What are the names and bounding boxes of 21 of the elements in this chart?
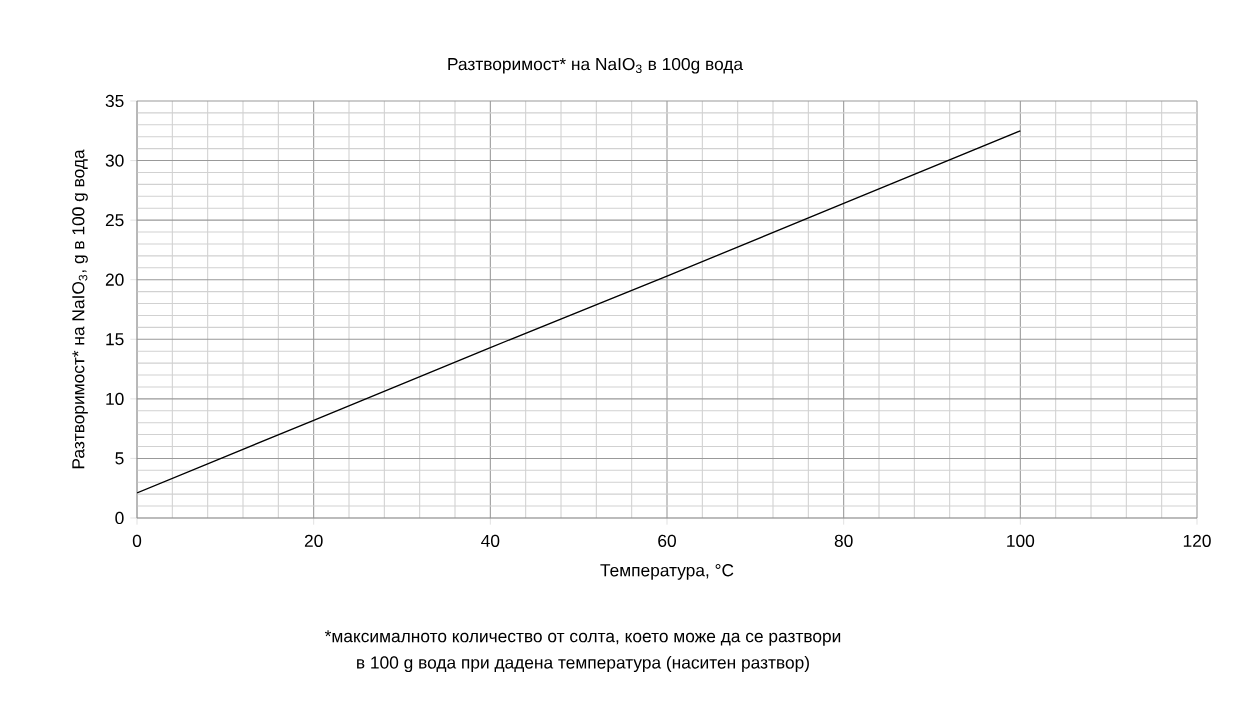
chart-title: Разтворимост* на NaIO$_{3}$ в 100g вода [448, 57, 744, 74]
y-axis-title: Разтворимост* на NaIO$_{3}$, g в 100 g вода [72, 149, 88, 469]
x-tick-label: 20 [304, 534, 323, 547]
y-tick-label: 10 [106, 392, 124, 405]
y-tick-label: 0 [115, 511, 124, 525]
text: *максималното количество от солта, което може да се разтвори [324, 630, 841, 646]
text: в 100 g вода при дадена температура (наситен разтвор) [357, 655, 809, 673]
x-tick-label: 120 [1183, 534, 1211, 547]
line-series [137, 130, 1022, 494]
x-tick-label: 100 [1007, 534, 1035, 547]
y-tick-label: 15 [106, 333, 124, 346]
y-tick-label: 5 [115, 452, 124, 465]
x-axis-title: Температура, °C [600, 564, 734, 580]
x-tick-label: 0 [132, 534, 142, 547]
y-tick-label: 35 [105, 94, 124, 108]
x-tick-label: 60 [658, 534, 676, 547]
x-tick-label: 80 [834, 534, 853, 547]
y-tick-label: 30 [105, 154, 124, 167]
y-tick-label: 20 [105, 273, 124, 286]
y-tick-label: 25 [105, 213, 124, 227]
x-tick-label: 40 [481, 534, 500, 547]
